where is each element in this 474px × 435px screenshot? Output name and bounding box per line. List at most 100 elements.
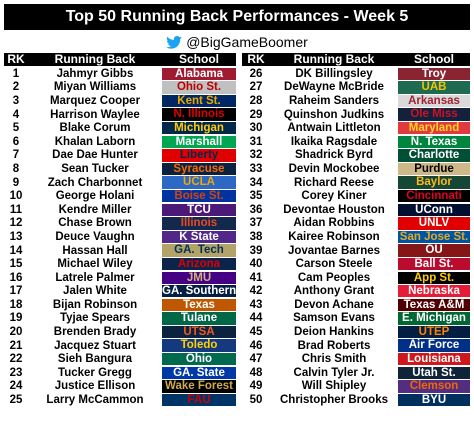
rank-cell: 30 [249, 122, 263, 135]
school-cell: Arkansas [398, 94, 470, 108]
twitter-handle[interactable]: @BigGameBoomer [0, 32, 474, 52]
running-back-header: Running Back [293, 52, 375, 66]
rank-cell: 5 [12, 122, 20, 135]
table-row: 48 Calvin Tyler Jr. Utah St. [242, 366, 470, 380]
rank-cell: 45 [249, 326, 263, 339]
rank-cell: 18 [9, 298, 23, 311]
player-name-cell: Justice Ellison [54, 380, 136, 393]
table-row: 1 Jahmyr Gibbs Alabama [4, 67, 236, 81]
school-cell: Ole Miss [398, 108, 470, 121]
school-cell: App St. [398, 271, 470, 284]
rank-cell: 24 [9, 380, 23, 393]
school-header: School [413, 52, 454, 66]
rank-cell: 2 [12, 81, 20, 94]
rank-cell: 28 [249, 94, 263, 107]
rank-cell: 6 [12, 135, 20, 148]
table-row: 10 George Holani Boise St. [4, 189, 236, 203]
rank-cell: 1 [12, 67, 20, 80]
rank-cell: 22 [9, 353, 23, 366]
player-name-cell: Raheim Sanders [288, 94, 380, 107]
school-cell: GA. State [162, 366, 236, 380]
rank-cell: 23 [9, 366, 23, 379]
table-row: 28 Raheim Sanders Arkansas [242, 94, 470, 108]
player-name-cell: Deion Hankins [294, 326, 374, 339]
rank-cell: 10 [9, 190, 23, 203]
school-cell: Air Force [398, 339, 470, 352]
rank-cell: 25 [9, 394, 23, 407]
school-cell: Illinois [162, 217, 236, 230]
rank-cell: 44 [249, 312, 263, 325]
table-row: 47 Chris Smith Louisiana [242, 352, 470, 366]
school-cell: OU [398, 244, 470, 257]
table-row: 22 Sieh Bangura Ohio [4, 352, 236, 366]
table-row: 4 Harrison Waylee N. Illinois [4, 108, 236, 122]
school-cell: UCLA [162, 176, 236, 189]
table-row: 40 Carson Steele Ball St. [242, 257, 470, 271]
rank-cell: 32 [249, 149, 263, 162]
player-name-cell: Devontae Houston [283, 203, 385, 216]
school-cell: UTSA [162, 325, 236, 339]
rank-cell: 15 [9, 258, 23, 271]
rank-cell: 48 [249, 366, 263, 379]
player-name-cell: Brad Roberts [297, 339, 371, 352]
rank-cell: 50 [249, 394, 263, 407]
player-name-cell: DeWayne McBride [284, 81, 384, 94]
table-row: 17 Jalen White GA. Southern [4, 285, 236, 299]
table-row: 42 Anthony Grant Nebraska [242, 285, 470, 299]
running-back-header: Running Back [54, 52, 136, 66]
table-row: 35 Corey Kiner Cincinnati [242, 189, 470, 203]
rank-cell: 42 [249, 285, 263, 298]
player-name-cell: Dae Dae Hunter [52, 149, 138, 162]
player-name-cell: Corey Kiner [301, 190, 367, 203]
rank-cell: 43 [249, 298, 263, 311]
rank-cell: 19 [9, 312, 23, 325]
school-header: School [178, 52, 219, 66]
player-name-cell: Cam Peoples [297, 271, 371, 284]
rank-cell: 40 [249, 258, 263, 271]
player-name-cell: Quinshon Judkins [283, 108, 385, 121]
school-cell: Michigan [162, 121, 236, 135]
school-cell: BYU [398, 393, 470, 407]
rank-cell: 12 [9, 217, 23, 230]
table-row: 23 Tucker Gregg GA. State [4, 366, 236, 380]
player-name-cell: Anthony Grant [293, 285, 375, 298]
school-cell: JMU [162, 271, 236, 284]
rank-cell: 39 [249, 244, 263, 257]
table-row: 21 Jacquez Stuart Toledo [4, 339, 236, 353]
player-name-cell: Kairee Robinson [288, 230, 380, 243]
player-name-cell: Christopher Brooks [280, 394, 388, 407]
player-name-cell: Blake Corum [59, 122, 131, 135]
table-row: 6 Khalan Laborn Marshall [4, 135, 236, 149]
rank-cell: 35 [249, 190, 263, 203]
handle-text: @BigGameBoomer [186, 34, 308, 50]
table-row: 13 Deuce Vaughn K State [4, 230, 236, 244]
player-name-cell: Ikaika Ragsdale [290, 135, 378, 148]
table-row: 19 Tyjae Spears Tulane [4, 312, 236, 326]
table-row: 34 Richard Reese Baylor [242, 176, 470, 190]
school-cell: N. Illinois [162, 108, 236, 121]
rank-cell: 16 [9, 271, 23, 284]
table-row: 15 Michael Wiley Arizona [4, 257, 236, 271]
school-cell: Ohio St. [162, 81, 236, 94]
player-name-cell: Marquez Cooper [49, 94, 141, 107]
table-row: 45 Deion Hankins UTEP [242, 325, 470, 339]
player-name-cell: Harrison Waylee [50, 108, 140, 121]
rk-header: RK [7, 52, 25, 66]
rank-cell: 13 [9, 230, 23, 243]
table-row: 20 Brenden Brady UTSA [4, 325, 236, 339]
rank-cell: 9 [12, 176, 20, 189]
rank-cell: 33 [249, 162, 263, 175]
school-cell: Maryland [398, 121, 470, 135]
player-name-cell: Hassan Hall [62, 244, 128, 257]
table-row: 50 Christopher Brooks BYU [242, 393, 470, 407]
player-name-cell: Samson Evans [293, 312, 375, 325]
rank-cell: 37 [249, 217, 263, 230]
rank-cell: 41 [249, 271, 263, 284]
school-cell: Utah St. [398, 366, 470, 380]
player-name-cell: DK Billingsley [295, 67, 373, 80]
table-row: 31 Ikaika Ragsdale N. Texas [242, 135, 470, 149]
rank-cell: 17 [9, 285, 23, 298]
player-name-cell: Jovantae Barnes [287, 244, 381, 257]
school-cell: Texas [162, 298, 236, 312]
player-name-cell: Sean Tucker [61, 162, 129, 175]
